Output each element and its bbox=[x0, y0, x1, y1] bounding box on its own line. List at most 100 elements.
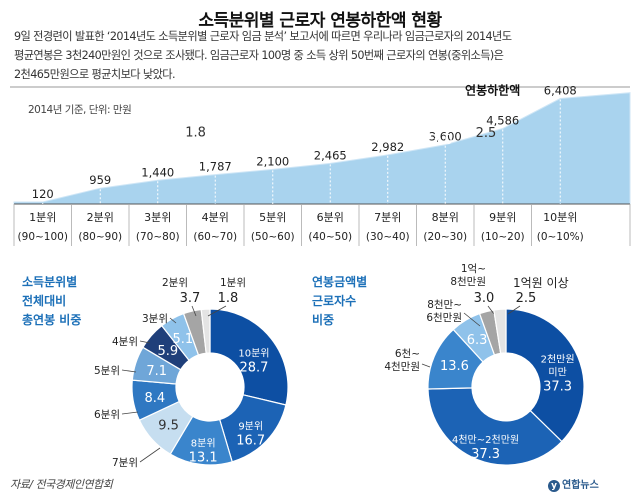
leader-line bbox=[507, 305, 521, 315]
slice-category-label: 1분위 bbox=[220, 276, 246, 289]
slice-value-label: 1.8 bbox=[185, 125, 206, 140]
slice-category-label: 6천~ bbox=[395, 348, 420, 360]
category-range-label: (50~60) bbox=[251, 231, 295, 243]
slice-category-label: 9분위 bbox=[238, 419, 263, 432]
pie-slice bbox=[200, 308, 211, 354]
logo-text: 연합뉴스 bbox=[562, 480, 599, 491]
infographic-title: 소득분위별 근로자 연봉하한액 현황 bbox=[198, 11, 442, 31]
category-range-label: (0~10%) bbox=[537, 231, 584, 243]
slice-value-label: 7.1 bbox=[146, 364, 167, 379]
slice-value-label: 6.3 bbox=[467, 333, 488, 348]
pie-slice bbox=[505, 308, 585, 443]
leader-line bbox=[121, 369, 137, 373]
slice-value-outside: 1.8 bbox=[218, 291, 239, 306]
slice-value-outside: 2.5 bbox=[516, 291, 537, 306]
slice-value-label: 16.7 bbox=[236, 433, 265, 448]
category-range-label: (40~50) bbox=[308, 231, 352, 243]
slice-category-label: 4천만~2천만원 bbox=[452, 434, 519, 446]
leader-line bbox=[487, 305, 495, 315]
leader-line bbox=[139, 447, 161, 463]
slice-category-label: 4천만원 bbox=[384, 361, 420, 373]
series-label: 연봉하한액 bbox=[465, 82, 520, 97]
slice-category-label: 6분위 bbox=[94, 408, 120, 421]
slice-value-label: 28.7 bbox=[239, 360, 268, 375]
area-series bbox=[13, 92, 631, 205]
slice-value-label: 3.0 bbox=[432, 133, 453, 148]
category-label: 7분위 bbox=[374, 211, 401, 224]
data-label: 959 bbox=[89, 173, 111, 187]
news-logo: y 연합뉴스 bbox=[548, 476, 599, 492]
category-range-label: (90~100) bbox=[18, 231, 68, 243]
logo-icon: y bbox=[548, 480, 560, 492]
slice-value-outside: 3.7 bbox=[180, 291, 201, 306]
slice-category-label: 4분위 bbox=[112, 335, 138, 348]
source-note: 자료/ 전국경제인연합회 bbox=[10, 478, 113, 491]
pie-slice bbox=[493, 308, 507, 355]
data-label: 6,408 bbox=[544, 83, 577, 97]
slice-value-outside: 3.0 bbox=[474, 291, 495, 306]
category-label: 10분위 bbox=[543, 211, 577, 224]
slice-category-label: 3분위 bbox=[142, 312, 168, 325]
category-label: 9분위 bbox=[489, 211, 516, 224]
category-range-label: (20~30) bbox=[423, 231, 467, 243]
leader-line bbox=[139, 340, 151, 344]
category-label: 6분위 bbox=[317, 211, 344, 224]
slice-category-label: 8천만~ bbox=[427, 299, 462, 311]
slice-category-label: 5분위 bbox=[94, 364, 120, 377]
pie-slice bbox=[209, 308, 289, 406]
slice-category-label: 2천만원 bbox=[541, 354, 575, 366]
category-label: 2분위 bbox=[87, 211, 114, 224]
slice-category-label: 7분위 bbox=[112, 456, 138, 469]
pie-title: 연봉금액별 bbox=[312, 274, 367, 289]
pie-title: 전체대비 bbox=[22, 293, 66, 308]
slice-value-label: 8.4 bbox=[145, 391, 166, 406]
data-label: 3,600 bbox=[429, 130, 462, 144]
intro-line: 평균연봉은 3천240만원인 것으로 조사됐다. 임금근로자 100명 중 소득… bbox=[14, 49, 504, 62]
category-label: 8분위 bbox=[432, 211, 459, 224]
leader-line bbox=[169, 317, 177, 324]
slice-value-label: 2.5 bbox=[476, 126, 497, 141]
slice-value-label: 5.9 bbox=[158, 344, 179, 359]
leader-line bbox=[191, 305, 197, 317]
slice-value-label: 3.7 bbox=[141, 132, 162, 147]
data-label: 4,586 bbox=[486, 113, 519, 127]
pie-slice bbox=[427, 387, 563, 466]
category-range-label: (60~70) bbox=[193, 231, 237, 243]
slice-value-label: 5.1 bbox=[173, 332, 194, 347]
intro-line: 2천465만원으로 평균치보다 낮았다. bbox=[14, 68, 176, 81]
data-label: 120 bbox=[32, 187, 54, 201]
slice-value-label: 37.3 bbox=[543, 380, 572, 395]
intro-text: 9일 전경련이 발표한 ‘2014년도 소득분위별 근로자 임금 분석’ 보고서… bbox=[14, 27, 629, 84]
slice-category-label: 10분위 bbox=[238, 346, 269, 359]
pie-title: 소득분위별 bbox=[22, 274, 77, 289]
pie-title: 총연봉 비중 bbox=[22, 312, 81, 327]
leader-line bbox=[421, 363, 431, 368]
chart-note: 2014년 기준, 단위: 만원 bbox=[28, 103, 131, 116]
data-label: 2,982 bbox=[371, 140, 404, 154]
slice-category-label: 8천만원 bbox=[450, 276, 486, 288]
slice-category-label: 6천만원 bbox=[426, 312, 462, 324]
category-label: 4분위 bbox=[202, 211, 229, 224]
slice-value-label: 37.3 bbox=[471, 447, 500, 462]
pie-title: 비중 bbox=[312, 312, 334, 327]
leader-line bbox=[207, 305, 227, 317]
intro-line: 9일 전경련이 발표한 ‘2014년도 소득분위별 근로자 임금 분석’ 보고서… bbox=[14, 30, 512, 43]
slice-category-label: 미만 bbox=[548, 367, 566, 379]
slice-category-label: 2분위 bbox=[162, 276, 188, 289]
category-label: 1분위 bbox=[29, 211, 56, 224]
pie-title: 근로자수 bbox=[312, 293, 356, 308]
category-label: 3분위 bbox=[144, 211, 171, 224]
data-label: 2,465 bbox=[314, 148, 347, 162]
category-label: 5분위 bbox=[259, 211, 286, 224]
category-range-label: (70~80) bbox=[136, 231, 180, 243]
slice-category-label: 8분위 bbox=[191, 437, 216, 450]
slice-category-label: 1억원 이상 bbox=[513, 276, 569, 290]
category-range-label: (10~20) bbox=[481, 231, 525, 243]
slice-value-label: 9.5 bbox=[158, 419, 179, 434]
data-label: 1,787 bbox=[199, 160, 232, 174]
leader-line bbox=[463, 312, 481, 327]
data-label: 2,100 bbox=[256, 154, 289, 168]
leader-line bbox=[121, 411, 139, 415]
category-range-label: (80~90) bbox=[78, 231, 122, 243]
